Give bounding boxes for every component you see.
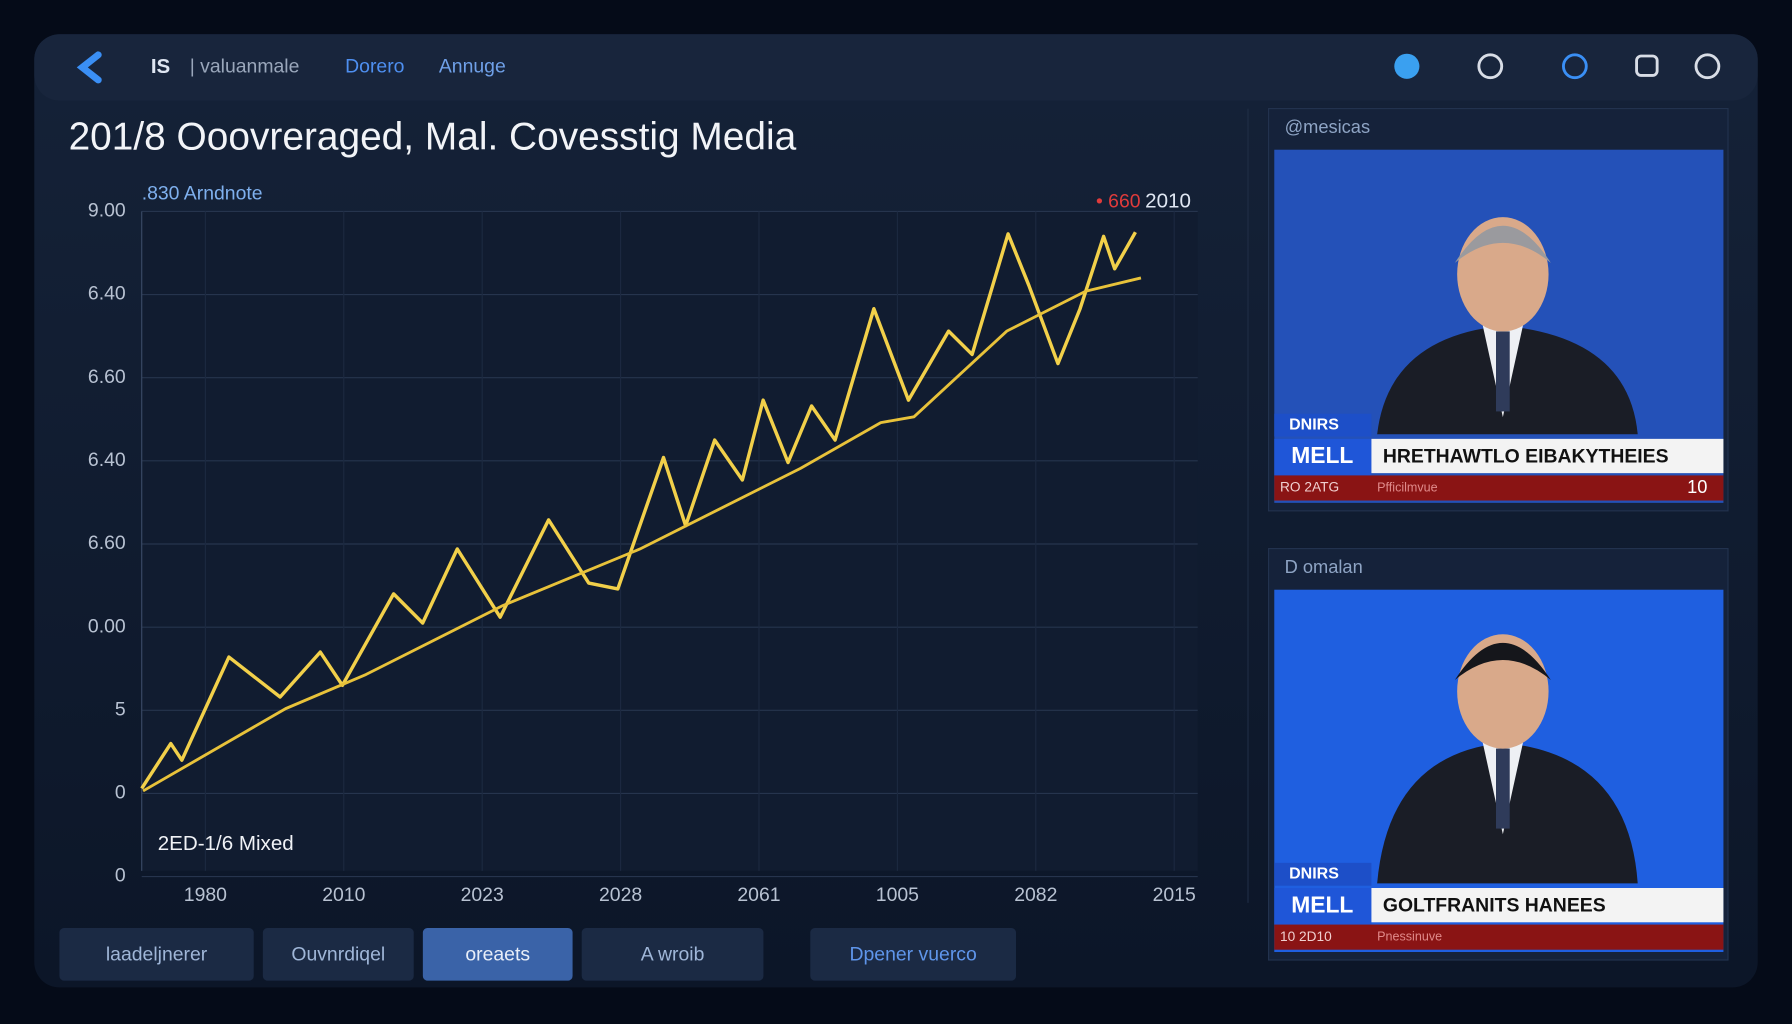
icon-button[interactable]: [1694, 53, 1721, 80]
y-tick-label: 6.40: [88, 449, 126, 471]
toolbar-button[interactable]: [810, 927, 1016, 981]
x-tick-label: 2015: [1153, 884, 1196, 906]
headline: GOLTFRANITS HANEES: [1383, 894, 1606, 916]
chart-annotation: .830 Arndnote: [142, 182, 263, 204]
ticker-bar: [1274, 475, 1724, 501]
toolbar-button[interactable]: [422, 927, 573, 981]
headline-bar: [1371, 438, 1724, 474]
lower-third-tag: [1274, 413, 1372, 437]
icon-button[interactable]: [1477, 53, 1504, 80]
button-label: Ouvnrdiqel: [291, 944, 385, 966]
average-line: [142, 276, 1142, 793]
x-tick-label: 1980: [184, 884, 227, 906]
headline-bar: [1371, 887, 1724, 923]
channel-name: MELL: [1291, 442, 1353, 468]
x-tick-label: 2028: [599, 884, 642, 906]
toolbar: laadeljnerer Ouvnrdiqel oreaets A wroib Dpen…: [59, 927, 1016, 981]
price-line: [140, 231, 1137, 790]
presenter-hair: [1454, 225, 1551, 263]
back-button[interactable]: [76, 51, 102, 84]
presenter-tie: [1495, 331, 1510, 412]
x-tick-label: 1005: [876, 884, 919, 906]
x-tick-label: 2082: [1014, 884, 1057, 906]
tag-text: DNIRS: [1289, 866, 1339, 883]
ticker-bar: [1274, 924, 1724, 950]
video-panels: @mesicas DNIRS MELL HRETHAWTLO EIBAKYTHEIES…: [1267, 107, 1729, 961]
presenter-tie: [1495, 748, 1510, 829]
x-tick-label: 2010: [322, 884, 365, 906]
y-tick-label: 9.00: [88, 200, 126, 222]
y-tick-label: 6.40: [88, 283, 126, 305]
tag-text: DNIRS: [1289, 416, 1339, 433]
channel-box: [1274, 438, 1372, 476]
toolbar-button[interactable]: [581, 927, 764, 981]
lower-third-tag: [1274, 862, 1372, 886]
x-tick-label: 2023: [461, 884, 504, 906]
y-tick-label: 0: [115, 782, 126, 804]
toolbar-button[interactable]: [262, 927, 414, 981]
channel-name: MELL: [1291, 891, 1353, 917]
ticker: Pnessinuve: [1377, 929, 1442, 943]
ticker: 10 2D10: [1280, 929, 1332, 944]
button-label: Dpener vuerco: [849, 944, 976, 966]
ticker-counter: 10: [1687, 476, 1707, 497]
y-tick-label: 6.60: [88, 532, 126, 554]
toolbar-button[interactable]: [59, 927, 254, 981]
ticker: Pfficilmvue: [1377, 480, 1438, 494]
chart: 0 0 5 0.00 6.60 6.40 6.60 6.40 9.00 1980 2010 2023 2…: [88, 200, 1198, 906]
panel-header: D omalan: [1285, 556, 1363, 577]
button-label: laadeljnerer: [106, 944, 208, 966]
headline: HRETHAWTLO EIBAKYTHEIES: [1383, 445, 1669, 467]
presenter-hair: [1454, 642, 1551, 680]
marker-label: • 660: [1096, 190, 1141, 212]
icon-button[interactable]: [1635, 54, 1659, 77]
nav-badge: IS: [151, 55, 170, 78]
chart-note: 2ED-1/6 Mixed: [158, 832, 294, 855]
plot-area: [141, 211, 1198, 871]
marker-year: 2010: [1145, 190, 1191, 213]
nav-item[interactable]: Annuge: [439, 56, 506, 78]
icon-button[interactable]: [1394, 53, 1420, 79]
panel-header: @mesicas: [1285, 116, 1371, 137]
y-tick-label: 0.00: [88, 615, 126, 637]
icon-button[interactable]: [1561, 53, 1588, 80]
ticker: RO 2ATG: [1280, 480, 1339, 495]
top-bar: [34, 34, 1758, 101]
nav-item[interactable]: | valuanmale: [190, 56, 300, 78]
y-tick-label: 5: [115, 698, 126, 720]
nav-item[interactable]: Dorero: [345, 56, 404, 78]
y-tick-label: 6.60: [88, 366, 126, 388]
chart-title: 201/8 Ooovreraged, Mal. Covesstig Media: [69, 116, 797, 159]
channel-box: [1274, 887, 1372, 925]
button-label: oreaets: [465, 944, 530, 966]
x-tick-label: 2061: [737, 884, 780, 906]
y-tick-label: 0: [115, 865, 126, 887]
button-label: A wroib: [641, 944, 705, 966]
